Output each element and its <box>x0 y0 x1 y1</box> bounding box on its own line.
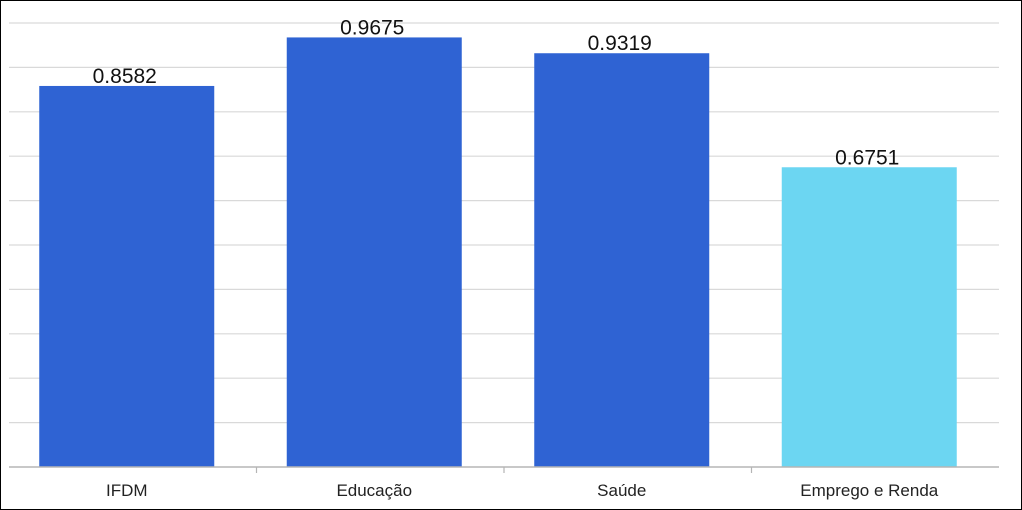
data-labels: 0.8582 0.9675 0.9319 0.6751 <box>93 16 900 169</box>
bar <box>39 85 215 467</box>
bar <box>286 37 462 468</box>
x-tick-label: Educação <box>336 481 412 500</box>
data-label: 0.8582 <box>93 65 157 88</box>
x-tick-marks <box>255 467 753 473</box>
x-tick-label: Saúde <box>597 481 646 500</box>
bars <box>39 37 957 468</box>
x-tick-label: Emprego e Renda <box>800 481 939 500</box>
data-label: 0.9675 <box>340 16 404 39</box>
data-label: 0.9319 <box>588 32 652 55</box>
x-tick-label: IFDM <box>106 481 148 500</box>
x-tick-labels: IFDM Educação Saúde Emprego e Renda <box>106 481 939 500</box>
bar <box>781 167 957 467</box>
data-label: 0.6751 <box>835 146 899 169</box>
bar <box>534 53 710 468</box>
